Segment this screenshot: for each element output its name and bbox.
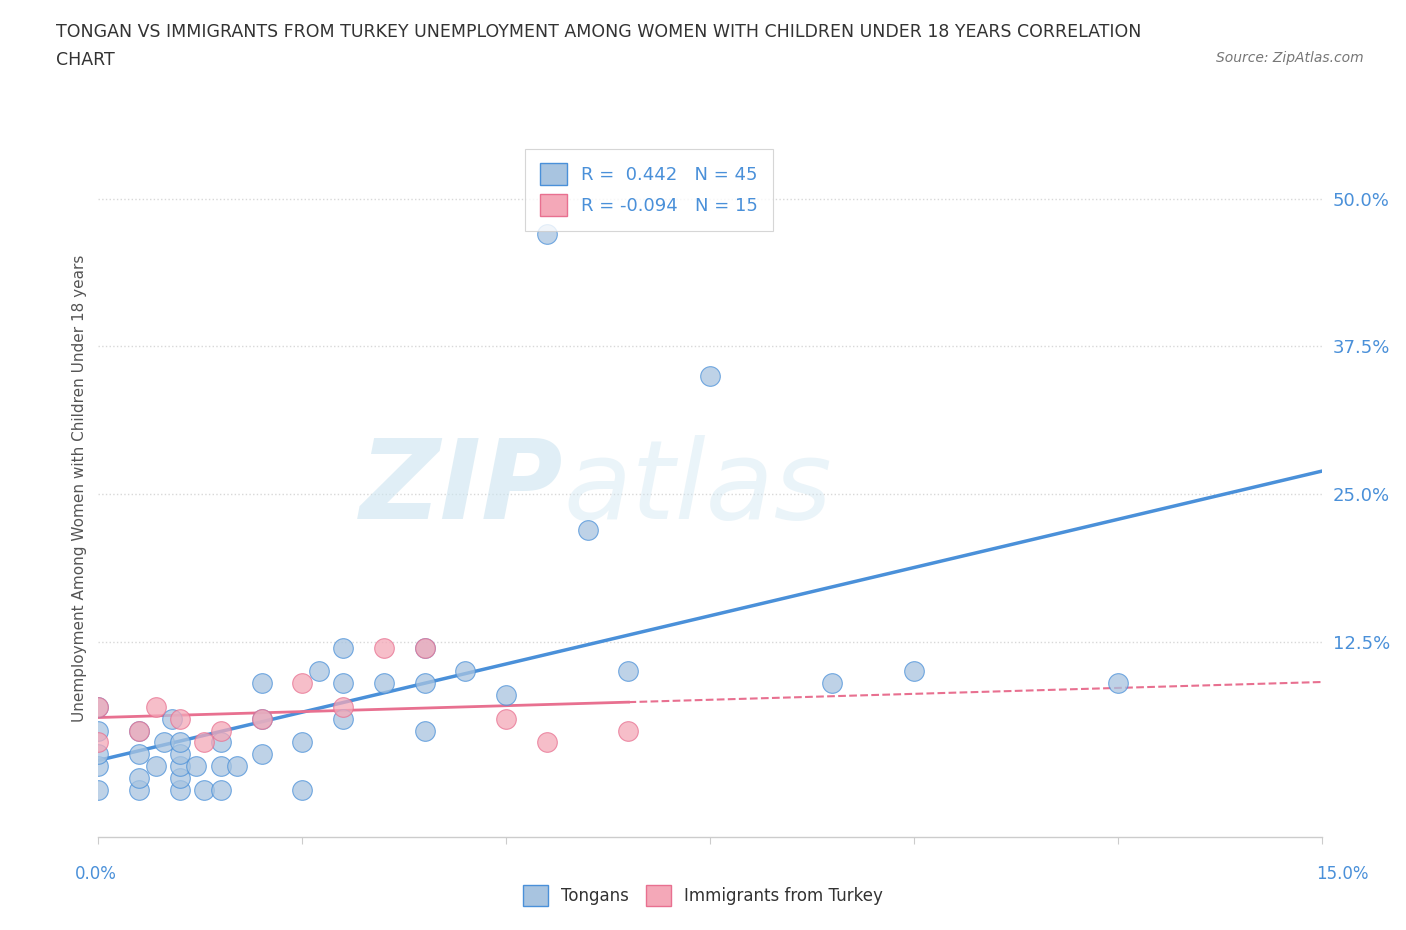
Point xyxy=(291,782,314,797)
Point xyxy=(821,676,844,691)
Point xyxy=(250,676,273,691)
Text: CHART: CHART xyxy=(56,51,115,69)
Point xyxy=(903,664,925,679)
Point xyxy=(169,770,191,785)
Point xyxy=(128,747,150,762)
Point xyxy=(373,676,395,691)
Point xyxy=(169,747,191,762)
Point xyxy=(128,770,150,785)
Point xyxy=(576,522,599,537)
Point xyxy=(617,664,640,679)
Legend: R =  0.442   N = 45, R = -0.094   N = 15: R = 0.442 N = 45, R = -0.094 N = 15 xyxy=(526,149,772,231)
Point xyxy=(87,735,110,750)
Point xyxy=(495,711,517,726)
Point xyxy=(250,711,273,726)
Y-axis label: Unemployment Among Women with Children Under 18 years: Unemployment Among Women with Children U… xyxy=(72,255,87,722)
Point xyxy=(226,759,249,774)
Point xyxy=(413,724,436,738)
Text: 15.0%: 15.0% xyxy=(1316,865,1369,883)
Point xyxy=(169,735,191,750)
Point xyxy=(413,641,436,656)
Point xyxy=(128,782,150,797)
Text: Source: ZipAtlas.com: Source: ZipAtlas.com xyxy=(1216,51,1364,65)
Point xyxy=(169,759,191,774)
Point xyxy=(495,687,517,702)
Point xyxy=(169,711,191,726)
Point xyxy=(160,711,183,726)
Text: 0.0%: 0.0% xyxy=(75,865,117,883)
Point xyxy=(1107,676,1129,691)
Point xyxy=(193,782,215,797)
Text: atlas: atlas xyxy=(564,434,832,542)
Point xyxy=(536,735,558,750)
Legend: Tongans, Immigrants from Turkey: Tongans, Immigrants from Turkey xyxy=(516,879,890,912)
Point xyxy=(128,724,150,738)
Point xyxy=(145,759,167,774)
Point xyxy=(209,782,232,797)
Point xyxy=(332,676,354,691)
Point xyxy=(128,724,150,738)
Point xyxy=(87,759,110,774)
Point xyxy=(87,747,110,762)
Point xyxy=(454,664,477,679)
Point xyxy=(250,747,273,762)
Point xyxy=(209,759,232,774)
Point xyxy=(332,641,354,656)
Point xyxy=(193,735,215,750)
Point xyxy=(413,641,436,656)
Point xyxy=(87,699,110,714)
Point xyxy=(87,782,110,797)
Point xyxy=(699,368,721,383)
Point xyxy=(413,676,436,691)
Point xyxy=(209,735,232,750)
Point xyxy=(332,699,354,714)
Point xyxy=(87,724,110,738)
Point xyxy=(186,759,208,774)
Point xyxy=(308,664,330,679)
Point xyxy=(617,724,640,738)
Point xyxy=(169,782,191,797)
Point xyxy=(373,641,395,656)
Point xyxy=(152,735,174,750)
Point xyxy=(536,227,558,242)
Point xyxy=(145,699,167,714)
Point xyxy=(87,699,110,714)
Point xyxy=(332,711,354,726)
Point xyxy=(291,735,314,750)
Point xyxy=(209,724,232,738)
Point xyxy=(250,711,273,726)
Text: TONGAN VS IMMIGRANTS FROM TURKEY UNEMPLOYMENT AMONG WOMEN WITH CHILDREN UNDER 18: TONGAN VS IMMIGRANTS FROM TURKEY UNEMPLO… xyxy=(56,23,1142,41)
Text: ZIP: ZIP xyxy=(360,434,564,542)
Point xyxy=(291,676,314,691)
